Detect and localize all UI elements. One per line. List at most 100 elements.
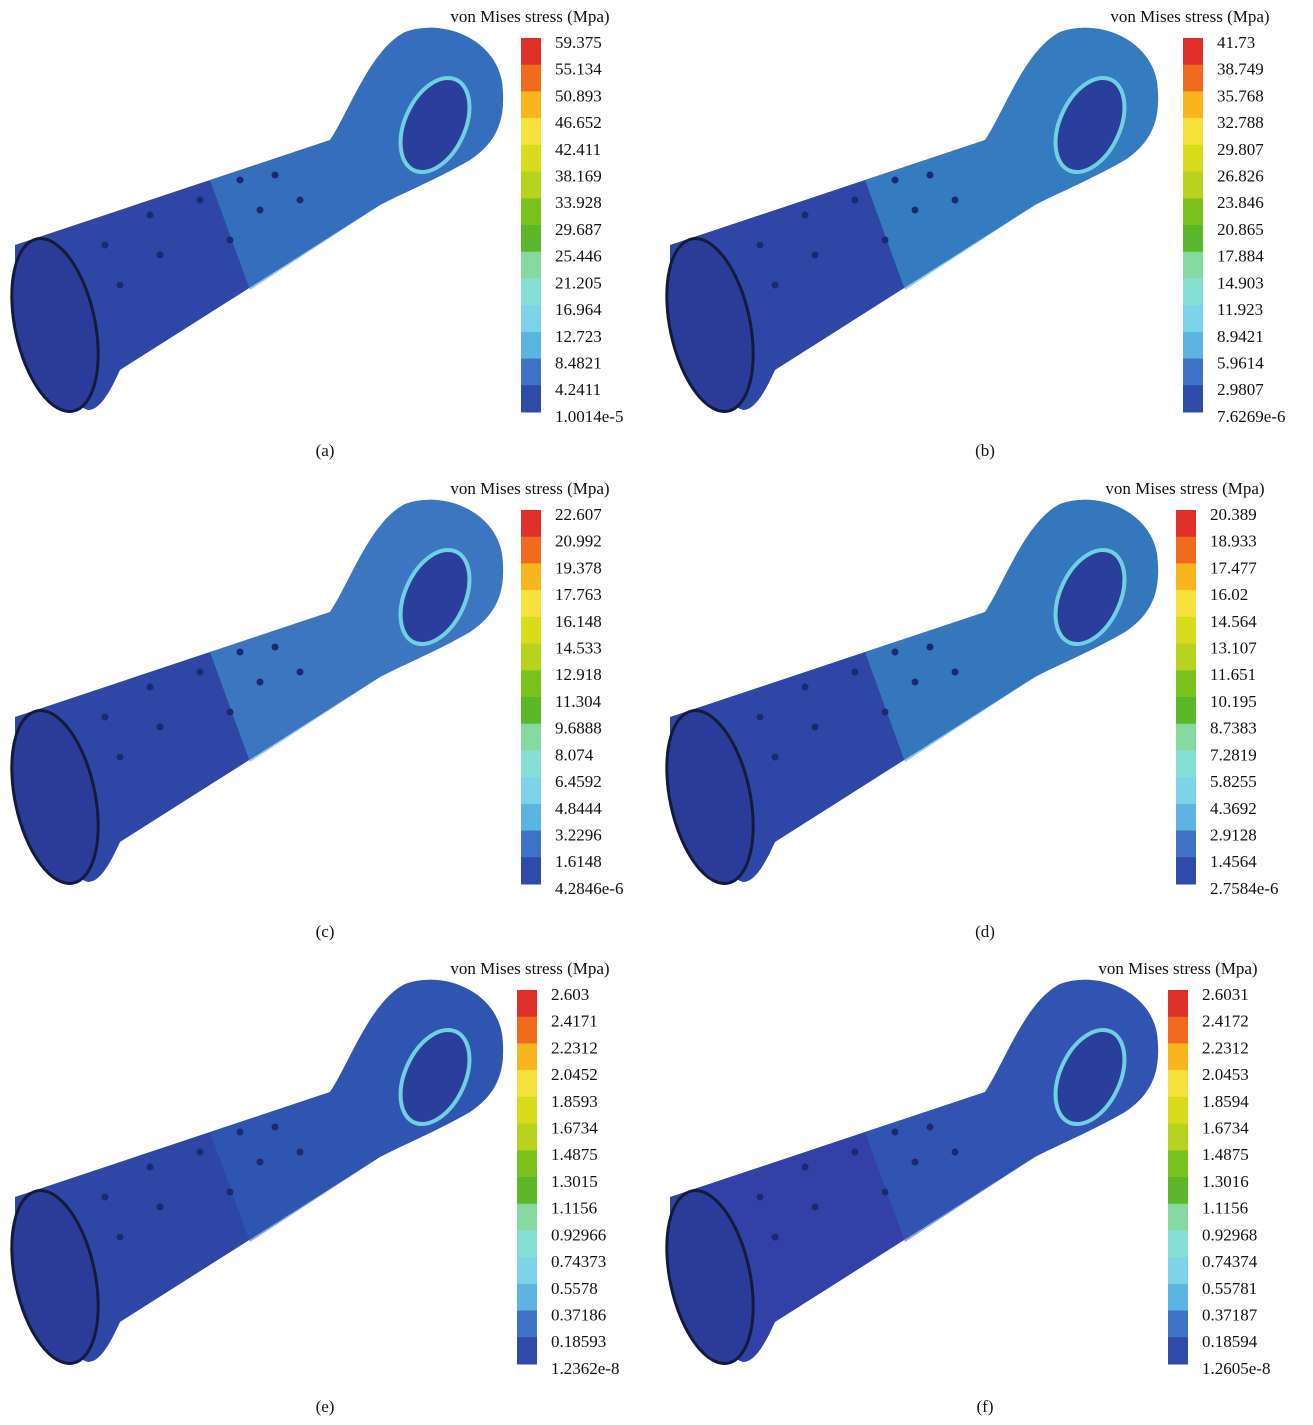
legend-swatch [1168, 1124, 1188, 1151]
legend-label: 41.73 [1217, 33, 1255, 52]
legend-label: 1.3016 [1202, 1172, 1249, 1191]
vent-hole [952, 1149, 959, 1156]
vent-hole [297, 197, 304, 204]
legend-label: 0.37187 [1202, 1305, 1258, 1324]
legend-label: 9.6888 [555, 719, 602, 738]
legend-label: 20.389 [1210, 505, 1257, 524]
panel: von Mises stress (Mpa)20.38918.93317.477… [653, 479, 1279, 941]
forearm-model [653, 500, 1159, 892]
legend-label: 2.2312 [1202, 1038, 1249, 1057]
vent-hole [257, 1159, 264, 1166]
legend-swatch [1176, 697, 1196, 724]
legend-swatch [1176, 563, 1196, 590]
legend-label: 2.4172 [1202, 1012, 1249, 1031]
legend-label: 4.2846e-6 [555, 879, 623, 898]
legend-swatch [521, 724, 541, 751]
legend-swatch [521, 225, 541, 252]
legend-label: 2.9128 [1210, 825, 1257, 844]
legend-label: 26.826 [1217, 166, 1264, 185]
legend-label: 2.7584e-6 [1210, 879, 1278, 898]
legend-swatch [1168, 1097, 1188, 1124]
legend-swatch [521, 697, 541, 724]
legend-swatch [1176, 670, 1196, 697]
legend-swatch [1176, 617, 1196, 644]
legend-swatch [1176, 644, 1196, 671]
legend-swatch [521, 278, 541, 305]
legend-swatch [1176, 724, 1196, 751]
forearm-model [653, 980, 1159, 1372]
legend-swatch [517, 1337, 537, 1364]
forearm-model [653, 28, 1159, 420]
legend-swatch [1168, 1257, 1188, 1284]
vent-hole [117, 1234, 124, 1241]
legend-swatch [1176, 804, 1196, 831]
legend-label: 42.411 [555, 140, 601, 159]
vent-hole [772, 282, 779, 289]
legend-label: 1.8594 [1202, 1092, 1249, 1111]
legend-swatch [1168, 1017, 1188, 1044]
legend-swatch [521, 670, 541, 697]
vent-hole [102, 1194, 109, 1201]
legend-label: 1.1156 [1202, 1199, 1248, 1218]
legend-label: 1.2605e-8 [1202, 1359, 1270, 1378]
vent-hole [272, 172, 279, 179]
legend-label: 38.169 [555, 166, 602, 185]
legend-label: 7.6269e-6 [1217, 407, 1285, 426]
vent-hole [757, 714, 764, 721]
legend-label: 55.134 [555, 60, 602, 79]
caption: (d) [975, 922, 995, 941]
legend-swatch [517, 1043, 537, 1070]
legend-label: 4.8444 [555, 799, 602, 818]
vent-hole [852, 197, 859, 204]
legend-swatch [521, 804, 541, 831]
legend-label: 0.37186 [551, 1305, 606, 1324]
caption: (b) [975, 441, 995, 460]
legend-swatch [1183, 118, 1203, 145]
vent-hole [852, 1149, 859, 1156]
vent-hole [802, 1164, 809, 1171]
legend-label: 1.8593 [551, 1092, 598, 1111]
legend-title: von Mises stress (Mpa) [1098, 959, 1257, 978]
legend-swatch [521, 198, 541, 225]
legend-swatch [1183, 91, 1203, 118]
vent-hole [852, 669, 859, 676]
legend-swatch [1183, 332, 1203, 359]
legend-label: 0.18594 [1202, 1332, 1258, 1351]
legend-title: von Mises stress (Mpa) [450, 7, 609, 26]
vent-hole [812, 252, 819, 259]
vent-hole [927, 1124, 934, 1131]
legend-label: 13.107 [1210, 638, 1257, 657]
legend-label: 11.651 [1210, 665, 1256, 684]
vent-hole [117, 754, 124, 761]
legend-label: 0.92966 [551, 1225, 606, 1244]
legend-label: 8.7383 [1210, 719, 1257, 738]
legend-swatch [1168, 1177, 1188, 1204]
legend-label: 22.607 [555, 505, 602, 524]
stress-region [865, 28, 1158, 290]
legend-label: 2.2312 [551, 1038, 598, 1057]
caption: (e) [316, 1397, 335, 1416]
legend-swatch [1176, 590, 1196, 617]
legend-swatch [517, 1204, 537, 1231]
vent-hole [227, 709, 234, 716]
legend-label: 1.3015 [551, 1172, 598, 1191]
vent-hole [882, 1189, 889, 1196]
legend-swatch [1183, 198, 1203, 225]
legend-swatch [1183, 305, 1203, 332]
legend-swatch [521, 750, 541, 777]
legend-swatch [1168, 1204, 1188, 1231]
legend-label: 8.074 [555, 745, 594, 764]
vent-hole [102, 242, 109, 249]
legend-swatch [1168, 990, 1188, 1017]
legend-swatch [521, 831, 541, 858]
vent-hole [952, 197, 959, 204]
vent-hole [257, 207, 264, 214]
vent-hole [812, 1204, 819, 1211]
legend-title: von Mises stress (Mpa) [1110, 7, 1269, 26]
legend-swatch [521, 777, 541, 804]
legend-swatch [517, 1097, 537, 1124]
legend-label: 0.18593 [551, 1332, 606, 1351]
vent-hole [102, 714, 109, 721]
legend-swatch [521, 563, 541, 590]
vent-hole [892, 649, 899, 656]
